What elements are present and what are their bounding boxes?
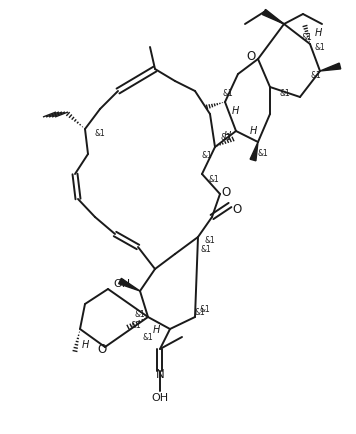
Text: &1: &1 (201, 151, 213, 160)
Polygon shape (119, 279, 140, 291)
Text: &1: &1 (135, 310, 145, 319)
Text: OH: OH (114, 278, 131, 288)
Text: O: O (246, 50, 256, 63)
Text: &1: &1 (205, 236, 215, 245)
Text: &1: &1 (222, 88, 234, 97)
Text: &1: &1 (95, 128, 105, 137)
Text: &1: &1 (143, 333, 153, 342)
Text: O: O (98, 343, 107, 356)
Text: OH: OH (151, 392, 168, 402)
Text: &1: &1 (221, 132, 231, 141)
Text: H: H (152, 324, 160, 334)
Text: &1: &1 (311, 70, 321, 79)
Text: H: H (231, 106, 239, 116)
Text: &1: &1 (258, 148, 268, 157)
Polygon shape (320, 64, 341, 72)
Text: &1: &1 (315, 43, 325, 53)
Text: &1: &1 (302, 33, 312, 43)
Text: &1: &1 (209, 175, 219, 184)
Text: &1: &1 (201, 245, 211, 254)
Text: &1: &1 (200, 305, 210, 314)
Polygon shape (250, 143, 258, 161)
Text: &1: &1 (131, 321, 141, 330)
Text: H: H (81, 339, 89, 349)
Text: N: N (156, 368, 164, 381)
Text: O: O (232, 203, 242, 216)
Text: &1: &1 (195, 308, 205, 317)
Text: &1: &1 (279, 88, 290, 97)
Text: H: H (249, 126, 257, 136)
Text: O: O (221, 186, 231, 199)
Polygon shape (262, 10, 284, 25)
Text: H: H (223, 131, 231, 141)
Text: H: H (314, 28, 322, 38)
